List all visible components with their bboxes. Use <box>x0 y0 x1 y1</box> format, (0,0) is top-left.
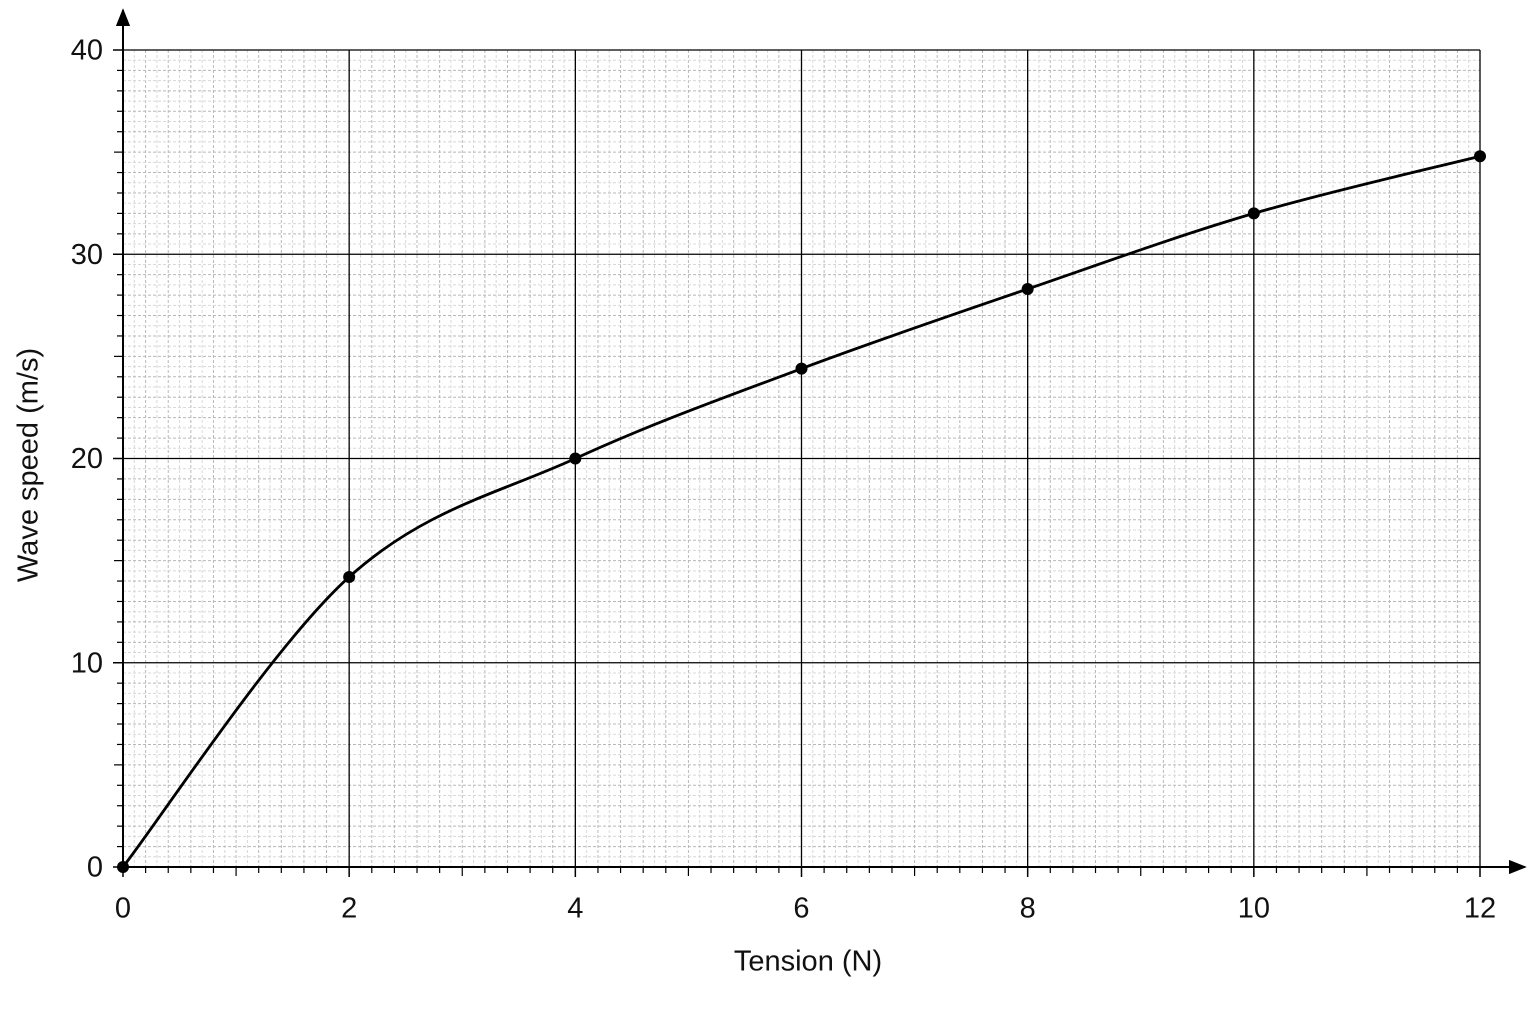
x-tick-label: 12 <box>1464 893 1496 925</box>
grid <box>113 8 1527 877</box>
y-tick-label: 10 <box>71 647 103 679</box>
y-axis-label: Wave speed (m/s) <box>13 348 45 582</box>
y-tick-label: 0 <box>87 852 103 884</box>
data-point <box>1021 282 1034 295</box>
x-tick-label: 6 <box>793 893 809 925</box>
data-point <box>1247 207 1260 220</box>
y-tick-label: 40 <box>71 35 103 67</box>
data-point <box>795 362 808 375</box>
x-tick-label: 8 <box>1020 893 1036 925</box>
x-tick-label: 0 <box>115 893 131 925</box>
plot <box>117 150 1486 873</box>
data-point <box>569 452 582 465</box>
data-point <box>343 570 356 583</box>
x-axis-label: Tension (N) <box>734 946 882 978</box>
x-tick-label: 10 <box>1238 893 1270 925</box>
x-tick-label: 4 <box>567 893 583 925</box>
y-tick-label: 30 <box>71 239 103 271</box>
x-tick-label: 2 <box>341 893 357 925</box>
y-tick-label: 20 <box>71 443 103 475</box>
data-point <box>1474 150 1486 163</box>
data-point <box>117 861 129 873</box>
